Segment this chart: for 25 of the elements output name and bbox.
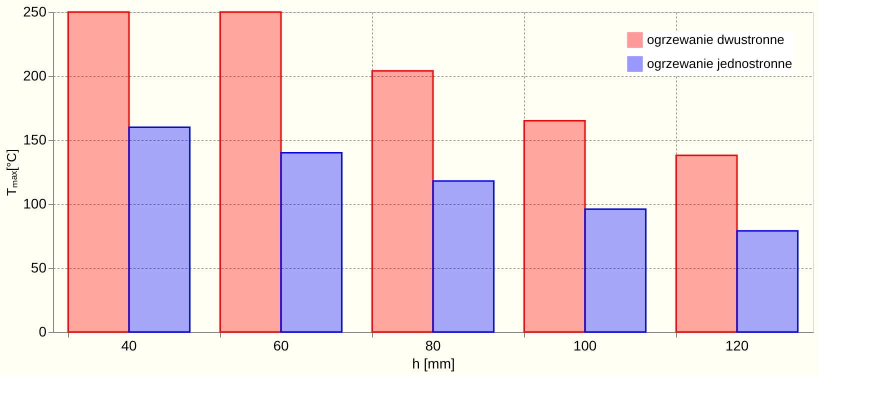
y-tick-label: 0 (38, 324, 47, 340)
bar (67, 11, 130, 333)
x-tick-label: 60 (273, 338, 289, 354)
legend-label: ogrzewanie dwustronne (647, 32, 784, 47)
bar (128, 126, 191, 333)
y-tick-label: 250 (23, 4, 47, 20)
bar (280, 152, 343, 333)
x-axis-title: h [mm] (412, 356, 455, 372)
y-tick-label: 200 (23, 68, 47, 84)
y-tick-label: 50 (30, 260, 47, 276)
bar (432, 180, 495, 333)
bar (523, 120, 586, 333)
x-tick-label: 80 (425, 338, 441, 354)
legend-label: ogrzewanie jednostronne (647, 56, 792, 71)
y-tick-label: 150 (23, 132, 47, 148)
y-tick-label: 100 (23, 196, 47, 212)
x-tick-label: 100 (573, 338, 597, 354)
bar (736, 230, 799, 333)
bar (219, 11, 282, 333)
bar (371, 70, 434, 333)
y-axis-title: Tₘₐₓ[°C] (4, 149, 20, 196)
x-tick-label: 40 (121, 338, 137, 354)
x-tick-label: 120 (725, 338, 749, 354)
bar (675, 154, 738, 333)
bar (584, 208, 647, 333)
